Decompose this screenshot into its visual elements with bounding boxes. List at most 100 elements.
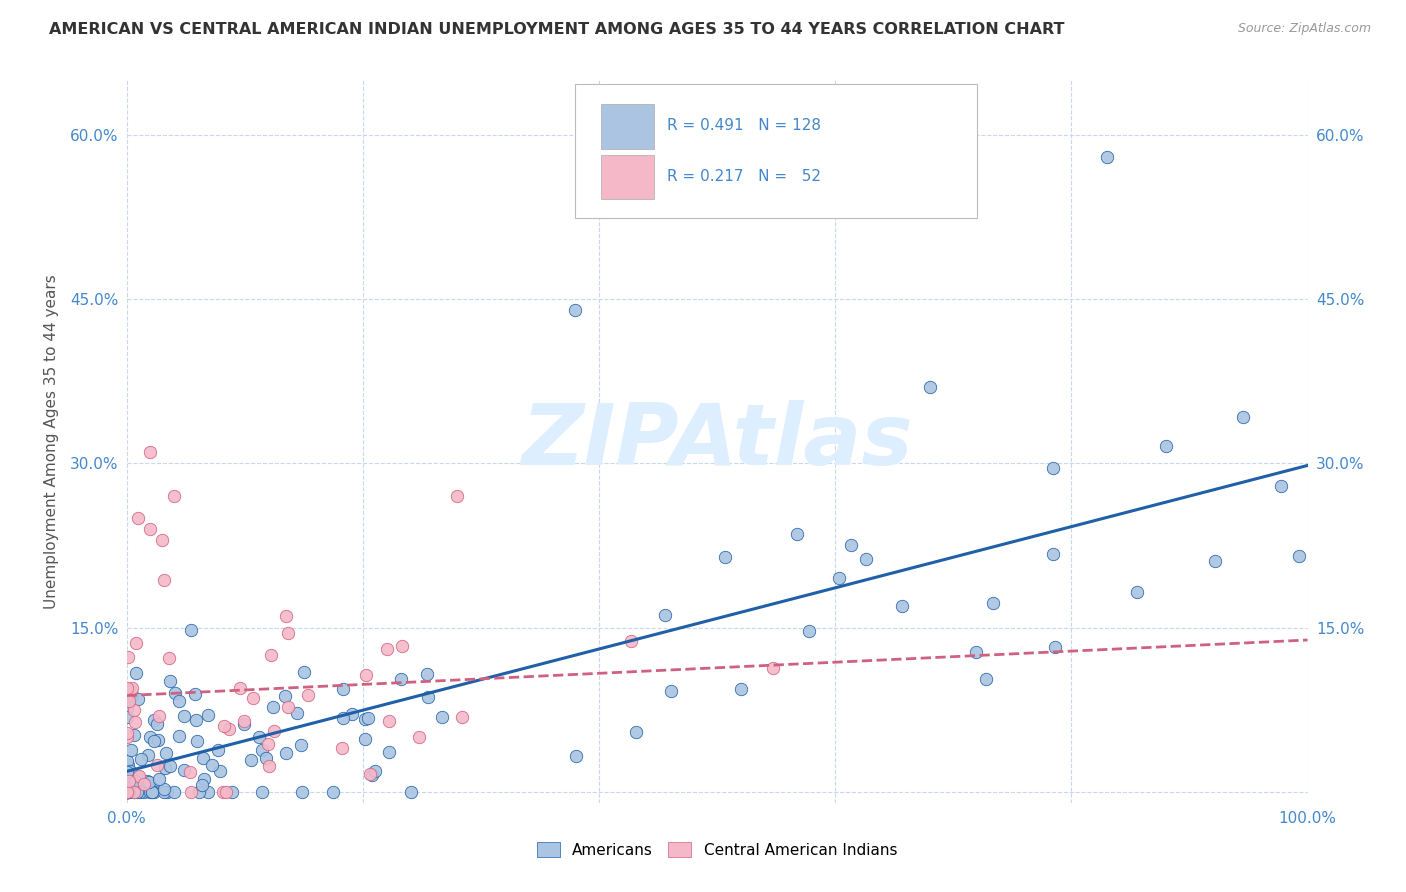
Point [150,533,173,547]
Point [221,785,243,799]
Point [159,651,181,665]
Point [122,703,145,717]
Point [122,728,145,742]
Point [322,785,344,799]
Point [654,608,676,623]
Point [184,687,207,701]
Point [153,574,176,588]
Point [125,785,148,799]
Point [139,730,162,744]
Point [125,772,148,787]
Legend: Americans, Central American Indians: Americans, Central American Indians [531,836,903,863]
Point [117,785,139,799]
Point [118,764,141,779]
Point [134,785,156,799]
Point [115,767,138,781]
Point [354,731,377,746]
Point [233,717,256,731]
Point [291,785,314,799]
Point [364,764,387,778]
Point [121,681,143,695]
Point [1204,554,1226,568]
Point [274,689,297,703]
Point [138,747,160,762]
Point [197,708,219,723]
Point [115,785,138,799]
Point [290,738,312,752]
Point [274,746,297,760]
Point [148,709,170,723]
Point [391,639,413,653]
Point [169,694,191,708]
Point [120,683,142,698]
Point [297,689,319,703]
Point [981,596,1004,610]
Point [146,717,169,731]
Point [188,785,211,799]
Point [115,785,138,799]
Point [115,769,138,783]
Point [167,729,190,743]
Point [134,777,156,791]
FancyBboxPatch shape [602,104,654,149]
Point [127,770,149,784]
Point [354,712,377,726]
Point [1232,410,1254,425]
Point [121,771,143,785]
Point [254,750,277,764]
Point [730,682,752,697]
Point [129,751,152,765]
Point [121,688,143,702]
Text: R = 0.217   N =   52: R = 0.217 N = 52 [668,169,821,184]
Point [115,681,138,696]
Point [148,772,170,787]
Point [115,785,138,799]
Point [117,758,139,772]
Text: AMERICAN VS CENTRAL AMERICAN INDIAN UNEMPLOYMENT AMONG AGES 35 TO 44 YEARS CORRE: AMERICAN VS CENTRAL AMERICAN INDIAN UNEM… [49,22,1064,37]
Point [117,774,139,789]
Point [125,636,148,650]
Point [263,724,285,739]
Point [201,757,224,772]
Point [156,785,179,799]
Point [389,672,412,686]
Point [446,489,468,503]
Point [138,775,160,789]
Point [136,773,159,788]
Point [215,785,238,799]
Point [115,726,138,740]
Point [257,737,280,751]
Point [375,642,398,657]
Point [191,750,214,764]
Point [197,785,219,799]
Point [173,764,195,778]
Point [115,785,138,799]
Point [332,682,354,697]
Point [218,723,240,737]
Point [287,706,309,721]
Point [124,714,146,729]
Point [142,733,165,747]
Point [565,748,588,763]
Point [1270,479,1292,493]
Point [828,571,851,585]
Point [250,785,273,799]
Point [292,665,315,679]
Point [120,742,142,756]
Point [115,785,138,799]
Point [401,785,423,799]
Point [115,755,138,769]
Point [340,707,363,722]
Point [262,700,284,714]
Point [714,550,737,565]
Point [118,785,141,799]
Point [659,684,682,698]
Point [418,690,440,705]
Point [163,489,186,503]
Point [357,711,380,725]
Point [125,666,148,681]
Point [122,785,145,799]
Point [277,626,299,640]
Point [191,778,214,792]
Point [890,599,912,613]
